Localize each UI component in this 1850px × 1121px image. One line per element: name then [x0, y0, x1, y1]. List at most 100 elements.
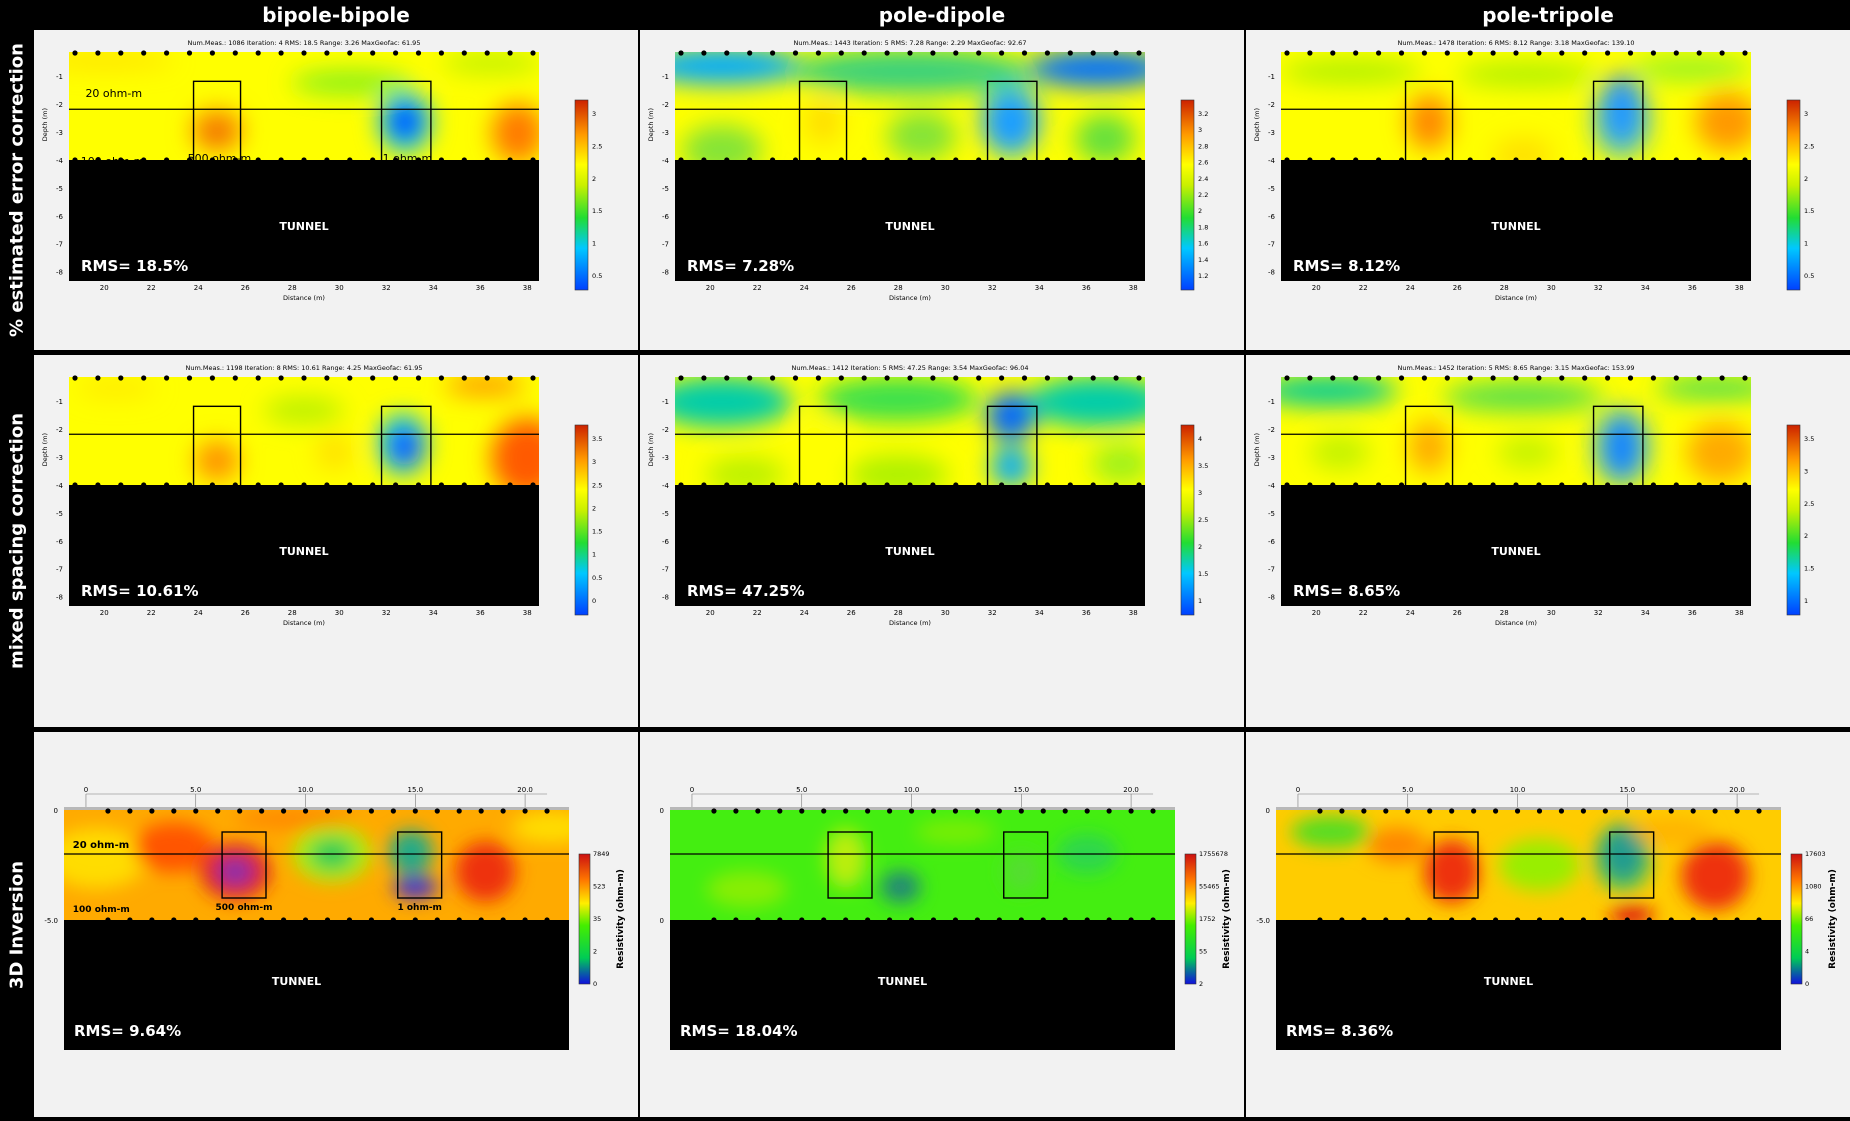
electrode-top [1136, 375, 1142, 381]
electrode-bottom [1376, 157, 1382, 163]
x-tick-label: 36 [1082, 609, 1091, 617]
x-tick-label: 0 [84, 786, 88, 794]
y-tick-label: -6 [1268, 538, 1276, 546]
x-tick-label: 22 [147, 609, 156, 617]
colorbar-tick-label: 1 [592, 551, 596, 559]
electrode-bottom [886, 917, 893, 923]
y-tick-label: -5 [662, 185, 669, 193]
y-tick-label: -6 [662, 213, 670, 221]
tunnel-region [675, 160, 1145, 281]
rms-value: RMS= 8.65% [1293, 582, 1400, 600]
electrode-top [1317, 808, 1323, 814]
electrode-top [390, 808, 396, 814]
electrode-bottom [209, 157, 215, 163]
colorbar-tick-label: 0.5 [592, 574, 602, 582]
target-box [1404, 405, 1454, 491]
electrode-bottom [484, 482, 490, 488]
x-tick-label: 26 [241, 609, 250, 617]
electrode-top [815, 375, 821, 381]
electrode-bottom [484, 157, 490, 163]
x-tick-label: 36 [1688, 609, 1697, 617]
electrode-bottom [1696, 157, 1702, 163]
electrode-bottom [1492, 917, 1499, 923]
heat-blob [886, 110, 957, 160]
y-tick-label: -1 [56, 73, 63, 81]
electrode-bottom [1471, 917, 1477, 923]
electrode-top [821, 808, 827, 814]
electrode-bottom [724, 482, 730, 488]
electrode-top [1398, 50, 1405, 56]
electrode-bottom [1136, 482, 1142, 488]
y-tick-label: -3 [662, 129, 669, 137]
panel-1-2: TUNNEL Num.Meas.: 1452 Iteration: 5 RMS: … [1246, 355, 1850, 727]
electrode-top [930, 375, 936, 381]
y-tick-label: -7 [56, 241, 63, 249]
layer-label-bottom: 100 ohm-m [81, 155, 145, 168]
electrode-top [747, 375, 753, 381]
x-tick-label: 24 [1406, 284, 1415, 292]
y-tick-label: -4 [1268, 157, 1276, 165]
electrode-top [792, 50, 799, 56]
electrode-bottom [953, 482, 959, 488]
electrode-bottom [1330, 157, 1336, 163]
tunnel-label: TUNNEL [272, 975, 321, 988]
electrode-top [1128, 808, 1134, 814]
electrode-bottom [478, 917, 484, 923]
electrode-bottom [324, 482, 330, 488]
electrode-bottom [1361, 917, 1367, 923]
electrode-top [1383, 808, 1389, 814]
colorbar [1790, 853, 1803, 985]
y-tick-label: -1 [662, 73, 669, 81]
panel-1-1: TUNNEL Num.Meas.: 1412 Iteration: 5 RMS: … [640, 355, 1244, 727]
panel-svg: TUNNEL 0 5.0 10.0 15.0 20.0 0 -5.0 RMS= 9.64% 20 … [44, 786, 626, 1050]
electrode-bottom [164, 157, 170, 163]
target-box [1592, 80, 1644, 166]
electrode-bottom [456, 917, 462, 923]
electrode-bottom [1067, 482, 1073, 488]
x-tick-label: 36 [476, 609, 485, 617]
electrode-bottom [1307, 157, 1313, 163]
x-tick-label: 30 [335, 609, 344, 617]
electrode-bottom [370, 482, 376, 488]
colorbar-tick-label: 1.8 [1198, 223, 1208, 231]
electrode-top [456, 808, 462, 814]
electrode-top [1427, 808, 1433, 814]
electrode-bottom [105, 917, 111, 923]
x-tick-label: 15.0 [408, 786, 424, 794]
y-tick-label: -5 [1268, 510, 1275, 518]
resistivity-section [675, 377, 1145, 485]
x-tick-label: 32 [988, 284, 997, 292]
electrode-top [952, 808, 959, 814]
electrode-top [865, 808, 871, 814]
tunnel-label: TUNNEL [1491, 220, 1540, 233]
electrode-bottom [701, 157, 707, 163]
electrode-bottom [1062, 917, 1068, 923]
y-tick-label: -2 [56, 101, 63, 109]
heat-blob [1695, 91, 1751, 152]
electrode-bottom [301, 157, 307, 163]
heat-blob [1407, 93, 1452, 150]
electrode-top [1084, 808, 1090, 814]
electrode-top [1330, 50, 1336, 56]
electrode-bottom [815, 157, 821, 163]
heat-blob [1028, 52, 1145, 87]
electrode-top [1467, 375, 1473, 381]
electrode-top [1376, 50, 1382, 56]
colorbar [574, 99, 589, 291]
electrode-top [1449, 808, 1455, 814]
x-tick-label: 24 [800, 609, 809, 617]
heat-blob [195, 440, 240, 481]
target-label-resistive: 500 ohm-m [216, 903, 273, 913]
electrode-top [953, 375, 959, 381]
colorbar-title: Resistivity (ohm-m) [616, 869, 626, 969]
x-tick-label: 38 [1129, 284, 1138, 292]
electrode-bottom [1106, 917, 1112, 923]
colorbar-tick-label: 0 [592, 597, 596, 605]
electrode-bottom [72, 482, 78, 488]
electrode-top [232, 375, 238, 381]
electrode-top [1284, 375, 1290, 381]
heat-blob [217, 857, 254, 886]
heat-blob [1457, 62, 1598, 87]
electrode-top [724, 50, 730, 56]
electrode-top [1650, 50, 1656, 56]
